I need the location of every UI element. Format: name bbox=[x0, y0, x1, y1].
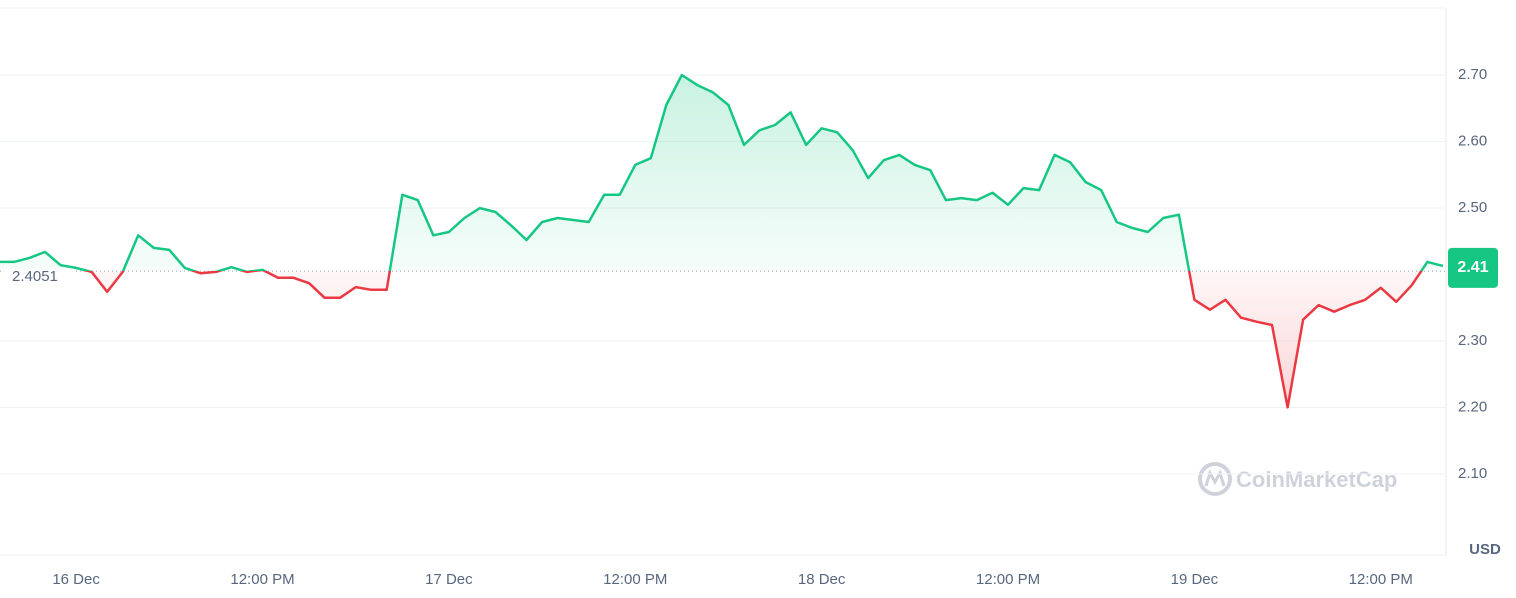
watermark-logo bbox=[1198, 462, 1232, 496]
y-tick-label: 2.30 bbox=[1458, 332, 1487, 349]
y-tick-label: 2.50 bbox=[1458, 199, 1487, 216]
x-tick-label: 17 Dec bbox=[425, 571, 473, 588]
x-tick-label: 16 Dec bbox=[52, 571, 100, 588]
watermark-logo bbox=[1204, 469, 1226, 487]
reference-label-bg bbox=[4, 269, 74, 290]
y-tick-label: 2.20 bbox=[1458, 398, 1487, 415]
y-tick-label: 2.10 bbox=[1458, 465, 1487, 482]
x-tick-label: 18 Dec bbox=[798, 571, 846, 588]
x-tick-label: 12:00 PM bbox=[976, 571, 1040, 588]
watermark-text: CoinMarketCap bbox=[1236, 467, 1397, 492]
x-tick-label: 12:00 PM bbox=[1349, 571, 1413, 588]
y-tick-label: 2.60 bbox=[1458, 133, 1487, 150]
x-tick-label: 19 Dec bbox=[1171, 571, 1219, 588]
price-line bbox=[0, 73, 1444, 409]
x-tick-label: 12:00 PM bbox=[230, 571, 294, 588]
y-tick-label: 2.70 bbox=[1458, 66, 1487, 83]
watermark: CoinMarketCap bbox=[1198, 462, 1397, 496]
x-tick-label: 12:00 PM bbox=[603, 571, 667, 588]
price-area bbox=[0, 75, 1443, 408]
current-price-badge bbox=[1448, 247, 1498, 288]
unit-label: USD bbox=[1469, 541, 1501, 558]
current-price-label: 2.41 bbox=[1457, 259, 1488, 276]
reference-label: 2.4051 bbox=[12, 268, 58, 285]
